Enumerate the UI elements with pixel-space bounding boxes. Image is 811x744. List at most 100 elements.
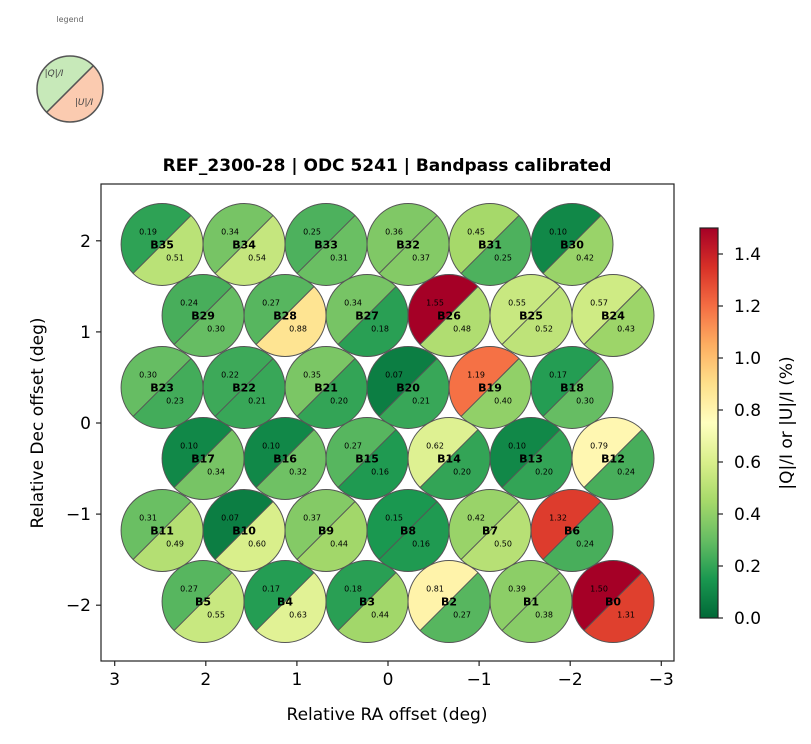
beam-divider — [255, 572, 315, 631]
beam-label: B5 — [195, 596, 211, 609]
beam-q-half — [531, 203, 602, 274]
y-tick-label: −1 — [66, 505, 91, 525]
beam-label: B4 — [277, 596, 293, 609]
beam-q-value: 0.10 — [262, 442, 280, 451]
beam-u-half — [420, 286, 491, 357]
legend-q-label: |Q|/I — [45, 69, 64, 79]
beam-u-half — [256, 429, 327, 500]
beam-b26: 1.55 B26 0.48 — [407, 274, 491, 357]
beam-u-value: 0.40 — [494, 396, 512, 405]
beam-label: B16 — [273, 453, 297, 466]
beam-q-half — [367, 346, 438, 417]
beam-u-value: 0.38 — [535, 611, 553, 620]
beam-u-value: 0.52 — [535, 325, 553, 334]
colorbar-gradient — [699, 227, 719, 619]
beam-divider — [460, 358, 520, 417]
chart-title: REF_2300-28 | ODC 5241 | Bandpass calibr… — [163, 156, 612, 176]
beam-label: B17 — [191, 453, 215, 466]
legend-q-half — [37, 55, 94, 113]
colorbar-tick-label: 0.8 — [734, 401, 761, 421]
beam-label: B24 — [601, 310, 625, 323]
beam-q-value: 0.27 — [344, 442, 362, 451]
beam-u-value: 0.20 — [535, 468, 553, 477]
legend-outline — [36, 55, 104, 123]
beam-divider — [132, 215, 192, 274]
beam-u-value: 0.88 — [289, 325, 307, 334]
beam-q-value: 0.10 — [180, 442, 198, 451]
beam-b8: 0.15 B8 0.16 — [366, 489, 450, 572]
beam-label: B15 — [355, 453, 379, 466]
beam-label: B1 — [523, 596, 539, 609]
beam-u-value: 0.60 — [248, 539, 266, 548]
beam-b31: 0.45 B31 0.25 — [448, 202, 532, 286]
colorbar-label: |Q|/I or |U|/I (%) — [777, 356, 797, 489]
beam-u-value: 0.44 — [330, 539, 348, 548]
beam-u-value: 0.18 — [371, 325, 389, 334]
x-tick-label: −1 — [467, 670, 492, 690]
beam-b33: 0.25 B33 0.31 — [284, 202, 368, 286]
beam-divider — [542, 215, 602, 274]
beam-q-half — [531, 489, 602, 560]
beam-u-value: 0.21 — [248, 396, 266, 405]
x-tick-label: −2 — [558, 670, 583, 690]
beam-u-half — [215, 215, 286, 286]
beam-q-half — [326, 560, 397, 631]
beam-b19: 1.19 B19 0.40 — [448, 345, 532, 429]
beam-b11: 0.31 B11 0.49 — [120, 489, 204, 572]
beam-q-half — [285, 346, 356, 417]
beam-q-value: 0.55 — [508, 299, 526, 308]
beam-label: B23 — [150, 381, 174, 394]
beam-b9: 0.37 B9 0.44 — [284, 489, 368, 572]
beam-label: B9 — [318, 524, 334, 537]
beam-q-half — [121, 346, 192, 417]
beam-u-value: 0.54 — [248, 253, 266, 262]
beam-u-value: 0.21 — [412, 396, 430, 405]
beam-u-half — [543, 215, 613, 286]
beam-q-half — [326, 417, 397, 488]
beam-u-half — [174, 572, 245, 643]
beam-q-half — [449, 489, 520, 560]
beam-q-value: 0.42 — [467, 513, 485, 522]
colorbar: 0.0 0.2 0.4 0.6 0.8 1.0 1.2 1.4 |Q|/I or |U|/I … — [699, 227, 797, 629]
beam-label: B26 — [437, 310, 461, 323]
beam-u-value: 0.55 — [207, 611, 225, 620]
beam-q-value: 0.18 — [344, 585, 362, 594]
beam-u-half — [502, 429, 572, 500]
beam-b28: 0.27 B28 0.88 — [243, 274, 327, 357]
beam-q-half — [326, 274, 397, 345]
beam-u-half — [256, 572, 327, 643]
beam-q-value: 0.57 — [590, 299, 608, 308]
beam-q-half — [408, 274, 479, 345]
beam-u-half — [133, 501, 204, 572]
beam-u-half — [461, 215, 532, 286]
beam-divider — [460, 215, 520, 274]
beam-u-half — [461, 358, 532, 429]
y-tick-label: 0 — [80, 414, 91, 434]
beam-label: B20 — [396, 381, 420, 394]
x-axis: 3 2 1 0 −1 −2 −3 — [109, 661, 674, 690]
y-tick-label: 2 — [80, 232, 91, 252]
beam-q-value: 0.27 — [262, 299, 280, 308]
beam-q-value: 0.24 — [180, 299, 198, 308]
beam-q-half — [490, 560, 561, 631]
beam-u-value: 0.20 — [453, 468, 471, 477]
beam-divider — [542, 501, 602, 560]
beam-divider — [501, 572, 561, 631]
beam-label: B14 — [437, 453, 461, 466]
colorbar-tick-label: 1.0 — [734, 349, 761, 369]
beam-q-half — [162, 560, 233, 631]
beam-q-value: 0.36 — [385, 227, 403, 236]
beam-u-value: 0.27 — [453, 611, 471, 620]
beam-u-half — [297, 215, 368, 286]
beam-q-value: 0.39 — [508, 585, 526, 594]
beam-divider — [132, 501, 192, 560]
beam-u-half — [133, 215, 204, 286]
beam-q-half — [572, 417, 643, 488]
beam-u-value: 0.34 — [207, 468, 225, 477]
beam-u-value: 0.48 — [453, 325, 471, 334]
beam-b3: 0.18 B3 0.44 — [325, 560, 409, 644]
beam-q-half — [162, 274, 233, 345]
beam-outline — [530, 489, 614, 572]
beam-q-half — [203, 203, 274, 274]
beam-label: B31 — [478, 238, 502, 251]
